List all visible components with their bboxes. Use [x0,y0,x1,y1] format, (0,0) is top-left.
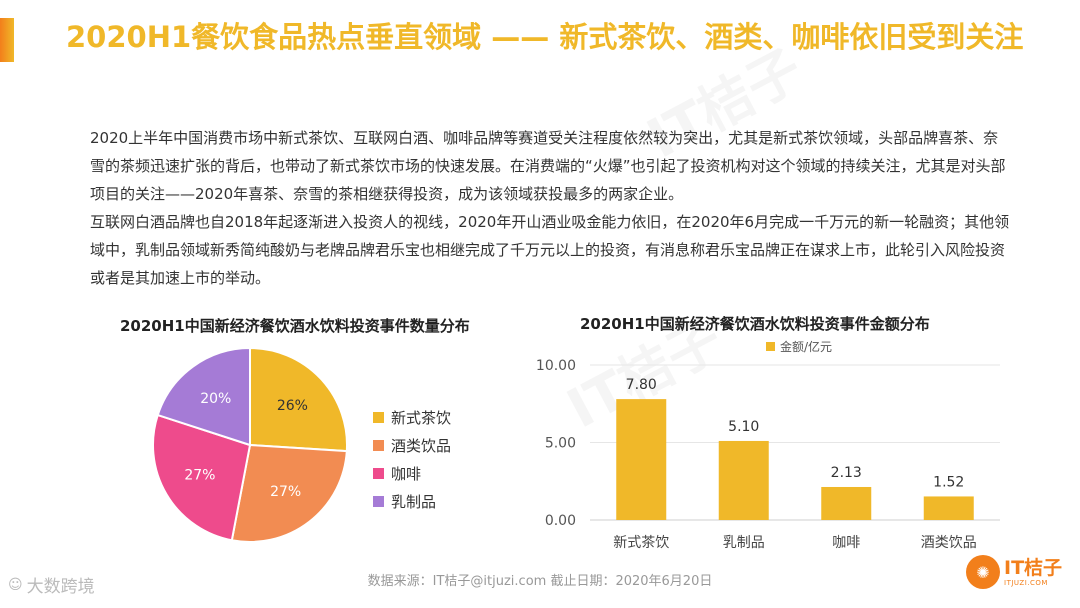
itjuzi-logo: ✺ IT桔子 ITJUZI.COM [966,555,1062,589]
y-tick-label: 10.00 [536,358,576,374]
bar-chart-title: 2020H1中国新经济餐饮酒水饮料投资事件金额分布 [580,315,930,333]
watermark-left: ☺ 大数跨境 [8,572,95,598]
legend-swatch [373,439,384,451]
x-tick-label: 酒类饮品 [921,535,977,551]
bar-chart: 金额/亿元 0.00 5.00 10.00 7.80 新式茶饮 5.10 乳制品 2.13 咖啡 1… [536,339,1000,551]
legend-label: 酒类饮品 [391,436,452,455]
legend-swatch [373,495,384,507]
bar [821,486,872,520]
pie-slice-2 [152,413,252,542]
legend-label: 咖啡 [391,464,422,483]
page-title: 2020H1餐饮食品热点垂直领域 —— 新式茶饮、酒类、咖啡依旧受到关注 [66,20,1024,54]
legend-item: 酒类饮品 [373,431,451,459]
legend-item: 新式茶饮 [373,403,451,431]
x-tick-label: 咖啡 [832,535,860,551]
pie-slice-label: 27% [184,468,215,484]
title-accent-bar [0,18,14,62]
bar-value-label: 2.13 [831,465,862,481]
watermark-text: 大数跨境 [26,577,95,597]
legend-item: 咖啡 [373,459,451,487]
x-tick-label: 新式茶饮 [613,535,669,551]
watermark-icon: ☺ [8,576,23,593]
pie-slice-0 [249,346,348,453]
orange-logo-icon: ✺ [966,555,1000,589]
legend-label: 新式茶饮 [391,408,452,427]
pie-slice-label: 20% [200,391,231,407]
y-tick-label: 5.00 [545,436,576,452]
legend-label: 乳制品 [391,492,437,511]
bar [616,399,667,520]
bar-legend-swatch [766,342,775,351]
pie-slice-label: 27% [270,484,301,500]
bar-value-label: 5.10 [728,419,759,435]
legend-swatch [373,467,384,479]
logo-url: ITJUZI.COM [1004,579,1048,587]
bar [923,496,974,520]
y-tick-label: 0.00 [545,513,576,529]
bar-value-label: 7.80 [626,377,657,393]
legend-item: 乳制品 [373,487,451,515]
legend-swatch [373,411,384,423]
logo-name: IT桔子 [1004,557,1063,579]
body-text: 2020上半年中国消费市场中新式茶饮、互联网白酒、咖啡品牌等赛道受关注程度依然较… [90,124,1010,292]
bar-legend-label: 金额/亿元 [780,339,832,354]
pie-chart: 26% 27% 27% 20% [152,346,348,543]
pie-slice-3 [156,346,251,447]
paragraph-2: 互联网白酒品牌也自2018年起逐渐进入投资人的视线，2020年开山酒业吸金能力依… [90,213,1010,287]
pie-slice-label: 26% [277,398,308,414]
data-source: 数据来源：IT桔子@itjuzi.com 截止日期：2020年6月20日 [367,574,713,589]
paragraph-1: 2020上半年中国消费市场中新式茶饮、互联网白酒、咖啡品牌等赛道受关注程度依然较… [90,129,1006,203]
pie-chart-title: 2020H1中国新经济餐饮酒水饮料投资事件数量分布 [120,317,470,335]
bar-value-label: 1.52 [933,474,964,490]
pie-slice-1 [230,443,348,543]
x-tick-label: 乳制品 [723,535,765,551]
pie-legend: 新式茶饮酒类饮品咖啡乳制品 [373,403,451,515]
bar [718,440,769,520]
